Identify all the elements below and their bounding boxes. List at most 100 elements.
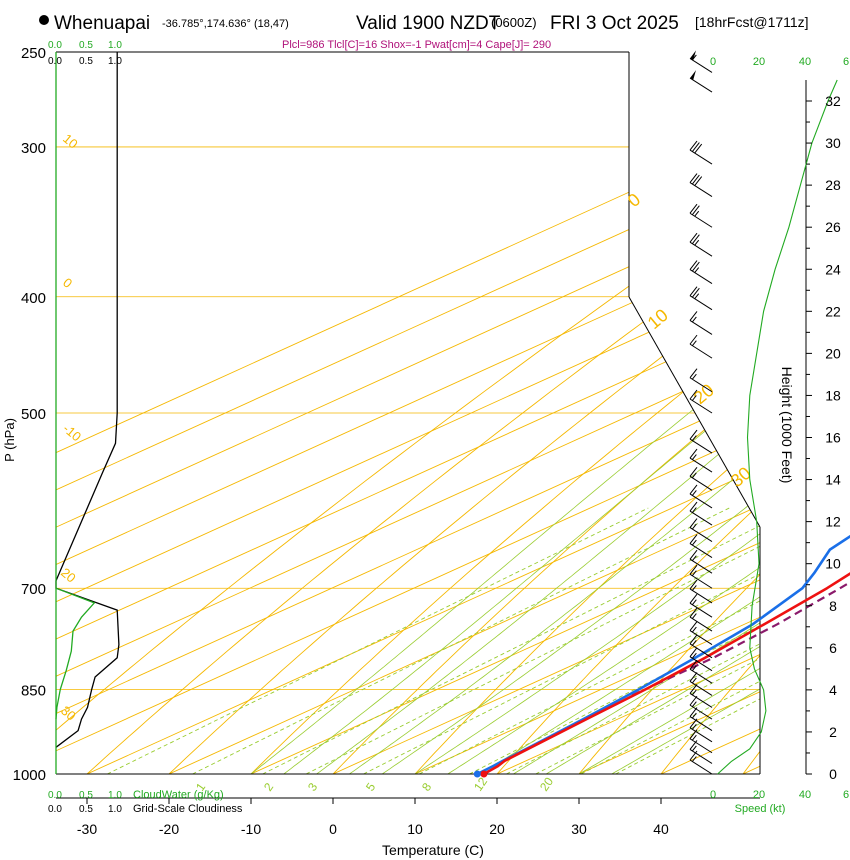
wind-barb-half-flag — [691, 570, 697, 577]
speed-top-0: 0 — [710, 56, 716, 68]
wind-barb-flag — [689, 173, 698, 183]
isotherm-line — [56, 52, 760, 774]
wind-barb — [689, 750, 713, 775]
mixing-ratio-line — [506, 507, 760, 774]
wind-barb-half-flag — [691, 665, 697, 672]
wind-barb-half-flag — [691, 340, 697, 346]
speed-bottom-40: 40 — [799, 789, 811, 801]
wind-barb-half-flag — [691, 734, 697, 741]
background-grid — [56, 52, 760, 774]
wind-barb-flag — [689, 579, 698, 590]
isotherm-line — [56, 52, 760, 774]
wind-barb-half-flag — [691, 395, 697, 401]
height-tick-label: 12 — [825, 514, 841, 530]
wind-barb-flag — [691, 174, 700, 185]
wind-barb-flag — [689, 740, 698, 750]
profiles — [55, 52, 850, 778]
wind-barb-staff — [689, 475, 713, 491]
wind-barb-flag — [689, 466, 698, 477]
wind-barb — [689, 334, 713, 359]
wind-barb-half-flag — [694, 267, 700, 273]
x-tick-label: -10 — [241, 821, 261, 837]
wind-barb-flag — [689, 634, 698, 645]
pressure-label: 250 — [21, 45, 46, 62]
wind-barb-staff — [689, 630, 713, 646]
wind-barb-flag — [689, 311, 698, 321]
wind-barb-flag — [689, 647, 698, 657]
wind-barb-half-flag — [694, 210, 700, 217]
wind-barb-staff — [689, 510, 713, 526]
cloud-water-line — [55, 587, 96, 720]
wind-barb-flag — [689, 534, 698, 544]
station-coords: -36.785°,174.636° (18,47) — [162, 18, 289, 30]
x-tick-label: -30 — [77, 821, 97, 837]
cloudiness-bottom-0: 0.0 — [48, 804, 62, 815]
isotherm-line — [168, 52, 760, 774]
speed-bottom-0: 0 — [710, 789, 716, 801]
wind-barb-flag — [689, 593, 698, 604]
wind-barb — [689, 448, 713, 473]
wind-barb-flag — [691, 142, 700, 152]
wind-barb-flag — [689, 695, 698, 706]
wind-barb — [689, 389, 713, 414]
wind-barb-flag — [689, 564, 698, 575]
x-tick-label: 20 — [489, 821, 505, 837]
wind-barb — [689, 173, 713, 198]
wind-barb-staff — [689, 295, 713, 311]
speed-axis-label: Speed (kt) — [735, 803, 786, 815]
valid-date: FRI 3 Oct 2025 — [550, 13, 679, 34]
wind-barb-flag — [691, 205, 700, 216]
forecast-info: [18hrFcst@1711z] — [695, 14, 809, 30]
cloudwater-top-1: 1.0 — [108, 40, 122, 51]
wind-barb-staff — [689, 656, 713, 672]
wind-barb-half-flag — [691, 652, 697, 659]
speed-top-20: 20 — [753, 56, 765, 68]
mixing-ratio-line — [192, 507, 730, 774]
wind-barb-flag — [689, 368, 698, 379]
wind-barb-staff — [689, 493, 713, 509]
wind-barb — [689, 718, 713, 743]
wind-barb-flag — [689, 140, 698, 151]
isotherm-line — [56, 52, 760, 774]
x-tick-label: -20 — [159, 821, 179, 837]
height-tick-label: 8 — [829, 598, 837, 614]
wind-speed-line — [717, 79, 838, 775]
dry-adiabat-label: 0 — [624, 189, 645, 211]
wind-barb-half-flag — [691, 712, 697, 719]
wind-barb — [689, 549, 713, 574]
wind-barb — [689, 518, 713, 542]
wind-barb-half-flag — [691, 626, 697, 633]
wind-barb — [689, 484, 713, 509]
wind-barb-staff — [689, 320, 713, 335]
speed-top-6: 6 — [843, 56, 849, 68]
sounding-params: Plcl=986 Tlcl[C]=16 Shox=-1 Pwat[cm]=4 C… — [282, 39, 551, 51]
station-name: Whenuapai — [54, 13, 150, 34]
height-tick-label: 26 — [825, 219, 841, 235]
dry-adiabat-line — [58, 52, 760, 774]
speed-bottom-6: 6 — [843, 789, 849, 801]
wind-barb — [689, 740, 713, 764]
wind-barb-flag — [694, 143, 703, 154]
wind-barb-half-flag — [691, 435, 697, 441]
wind-barb-half-flag — [691, 472, 697, 479]
cloudwater-bottom-1: 1.0 — [108, 790, 122, 801]
wind-barb-staff — [689, 377, 713, 393]
dry-adiabat-line — [391, 52, 760, 774]
height-tick-label: 14 — [825, 472, 841, 488]
wind-barb-flag — [689, 718, 698, 729]
height-tick-label: 2 — [829, 724, 837, 740]
moist-adiabat-line — [381, 52, 760, 774]
wind-barb-staff — [689, 212, 713, 228]
mixing-ratio-line — [107, 507, 649, 774]
cloudiness-top-0: 0.0 — [48, 56, 62, 67]
mixing-ratio-label: 12 — [471, 774, 490, 793]
wind-barb-flag — [689, 707, 698, 717]
wind-barb-half-flag — [691, 677, 697, 684]
wind-barb-half-flag — [691, 701, 697, 707]
wind-barb-staff — [689, 716, 713, 731]
wind-barb-staff — [689, 693, 713, 708]
wind-barb-staff — [689, 643, 713, 659]
moist-adiabat-line — [283, 52, 760, 774]
wind-barb-half-flag — [691, 585, 697, 591]
